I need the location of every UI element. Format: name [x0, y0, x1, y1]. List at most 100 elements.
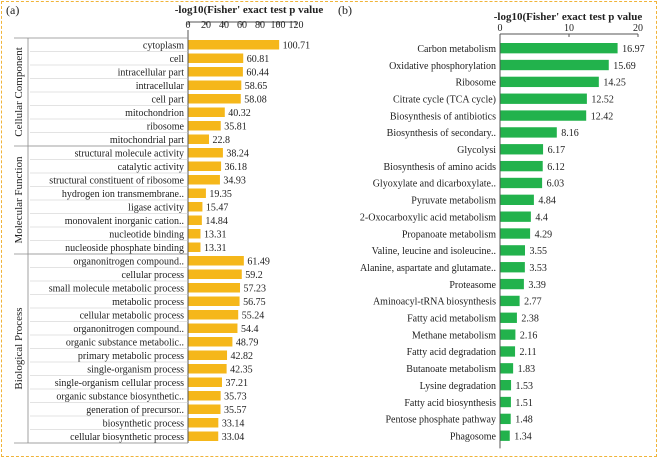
data-label: 2.38	[521, 314, 539, 325]
bar	[500, 228, 531, 239]
data-label: 22.8	[213, 135, 231, 146]
data-label: 57.23	[244, 283, 267, 294]
bar	[500, 380, 512, 391]
bar	[188, 229, 201, 239]
data-label: 40.32	[228, 108, 251, 119]
bar	[188, 242, 201, 252]
x-tick-label-a: 0	[186, 20, 191, 31]
category-label: catalytic activity	[118, 162, 184, 173]
bar	[500, 127, 557, 138]
x-tick-label-b: 20	[633, 23, 643, 34]
data-label: 3.53	[529, 263, 547, 274]
data-label: 14.25	[603, 78, 626, 89]
data-label: 58.65	[245, 81, 268, 92]
data-label: 42.82	[231, 351, 254, 362]
category-label: 2-Oxocarboxylic acid metabolism	[360, 212, 496, 223]
data-label: 35.57	[224, 405, 247, 416]
category-label: Citrate cycle (TCA cycle)	[393, 94, 496, 105]
bar	[500, 110, 587, 121]
data-label: 36.18	[225, 162, 248, 173]
category-label: organic substance metabolic..	[66, 337, 184, 348]
group-label: Cellular Component	[13, 47, 25, 137]
x-tick-label-a: 80	[255, 20, 265, 31]
category-label: Oxidative phosphorylation	[389, 61, 496, 72]
data-label: 1.48	[515, 415, 533, 426]
category-label: ligase activity	[128, 202, 184, 213]
bar	[188, 418, 219, 428]
x-tick-label-a: 20	[201, 20, 211, 31]
data-label: 4.29	[535, 229, 553, 240]
data-label: 13.31	[204, 243, 227, 254]
data-label: 1.83	[518, 364, 536, 375]
category-label: single-organism cellular process	[55, 378, 184, 389]
group-label: Molecular Function	[13, 156, 25, 244]
data-label: 19.35	[209, 189, 232, 200]
category-label: primary metabolic process	[78, 351, 184, 362]
category-label: biosynthetic process	[103, 418, 184, 429]
bar	[188, 256, 244, 266]
data-label: 1.34	[514, 431, 532, 442]
bar	[500, 245, 525, 256]
bar	[500, 59, 609, 71]
bar	[500, 329, 516, 340]
bar	[500, 278, 524, 290]
category-label: Lysine degradation	[420, 381, 496, 392]
bar	[500, 160, 543, 172]
category-label: intracellular	[136, 81, 185, 92]
category-label: small molecule metabolic process	[49, 283, 184, 294]
bar	[188, 40, 280, 50]
data-label: 16.97	[622, 44, 645, 55]
data-label: 4.4	[535, 212, 548, 223]
data-label: 61.49	[247, 256, 270, 267]
category-label: Pentose phosphate pathway	[385, 415, 496, 426]
category-label: structural molecule activity	[75, 148, 184, 159]
x-tick-label-a: 120	[289, 20, 304, 31]
category-label: Glyoxylate and dicarboxylate..	[373, 179, 496, 190]
category-label: organonitrogen compound..	[73, 256, 184, 267]
category-label: single-organism process	[87, 364, 184, 375]
bar	[500, 396, 511, 408]
category-label: Fatty acid biosynthesis	[404, 398, 496, 409]
bar	[188, 161, 222, 171]
category-label: intracellular part	[118, 67, 185, 78]
bar	[188, 337, 233, 347]
bar	[188, 107, 225, 117]
data-label: 35.81	[224, 121, 247, 132]
data-label: 100.71	[283, 40, 311, 51]
data-label: 3.39	[528, 280, 546, 291]
data-label: 6.03	[547, 179, 565, 190]
bar	[188, 94, 241, 104]
data-label: 2.11	[520, 347, 537, 358]
category-label: metabolic process	[112, 297, 184, 308]
data-label: 60.44	[246, 67, 269, 78]
bar	[500, 93, 587, 104]
category-label: mitochondrial part	[110, 135, 184, 146]
data-label: 60.81	[247, 54, 270, 65]
data-label: 3.55	[529, 246, 547, 257]
data-label: 33.04	[222, 432, 245, 443]
x-tick-label-b: 10	[564, 23, 574, 34]
bar	[188, 404, 221, 414]
bar	[188, 80, 242, 90]
bar	[500, 346, 516, 357]
bar	[500, 295, 520, 307]
panel-a-label: (a)	[6, 3, 19, 17]
category-label: cellular biosynthetic process	[70, 432, 184, 443]
bar	[188, 391, 221, 401]
category-label: mitochondrion	[125, 108, 184, 119]
bar	[500, 177, 543, 189]
bar	[188, 377, 222, 387]
category-label: Alanine, aspartate and glutamate..	[360, 263, 496, 274]
category-label: Glycolysi	[457, 145, 496, 156]
data-label: 12.42	[591, 111, 614, 122]
category-label: Fatty acid metabolism	[407, 314, 496, 325]
category-label: Methane metabolism	[412, 330, 496, 341]
category-label: hydrogen ion transmembrane..	[62, 189, 184, 200]
bar	[188, 296, 240, 306]
data-label: 15.47	[206, 202, 229, 213]
data-label: 54.4	[241, 324, 259, 335]
data-label: 55.24	[242, 310, 265, 321]
category-label: Biosynthesis of antibiotics	[390, 111, 496, 122]
